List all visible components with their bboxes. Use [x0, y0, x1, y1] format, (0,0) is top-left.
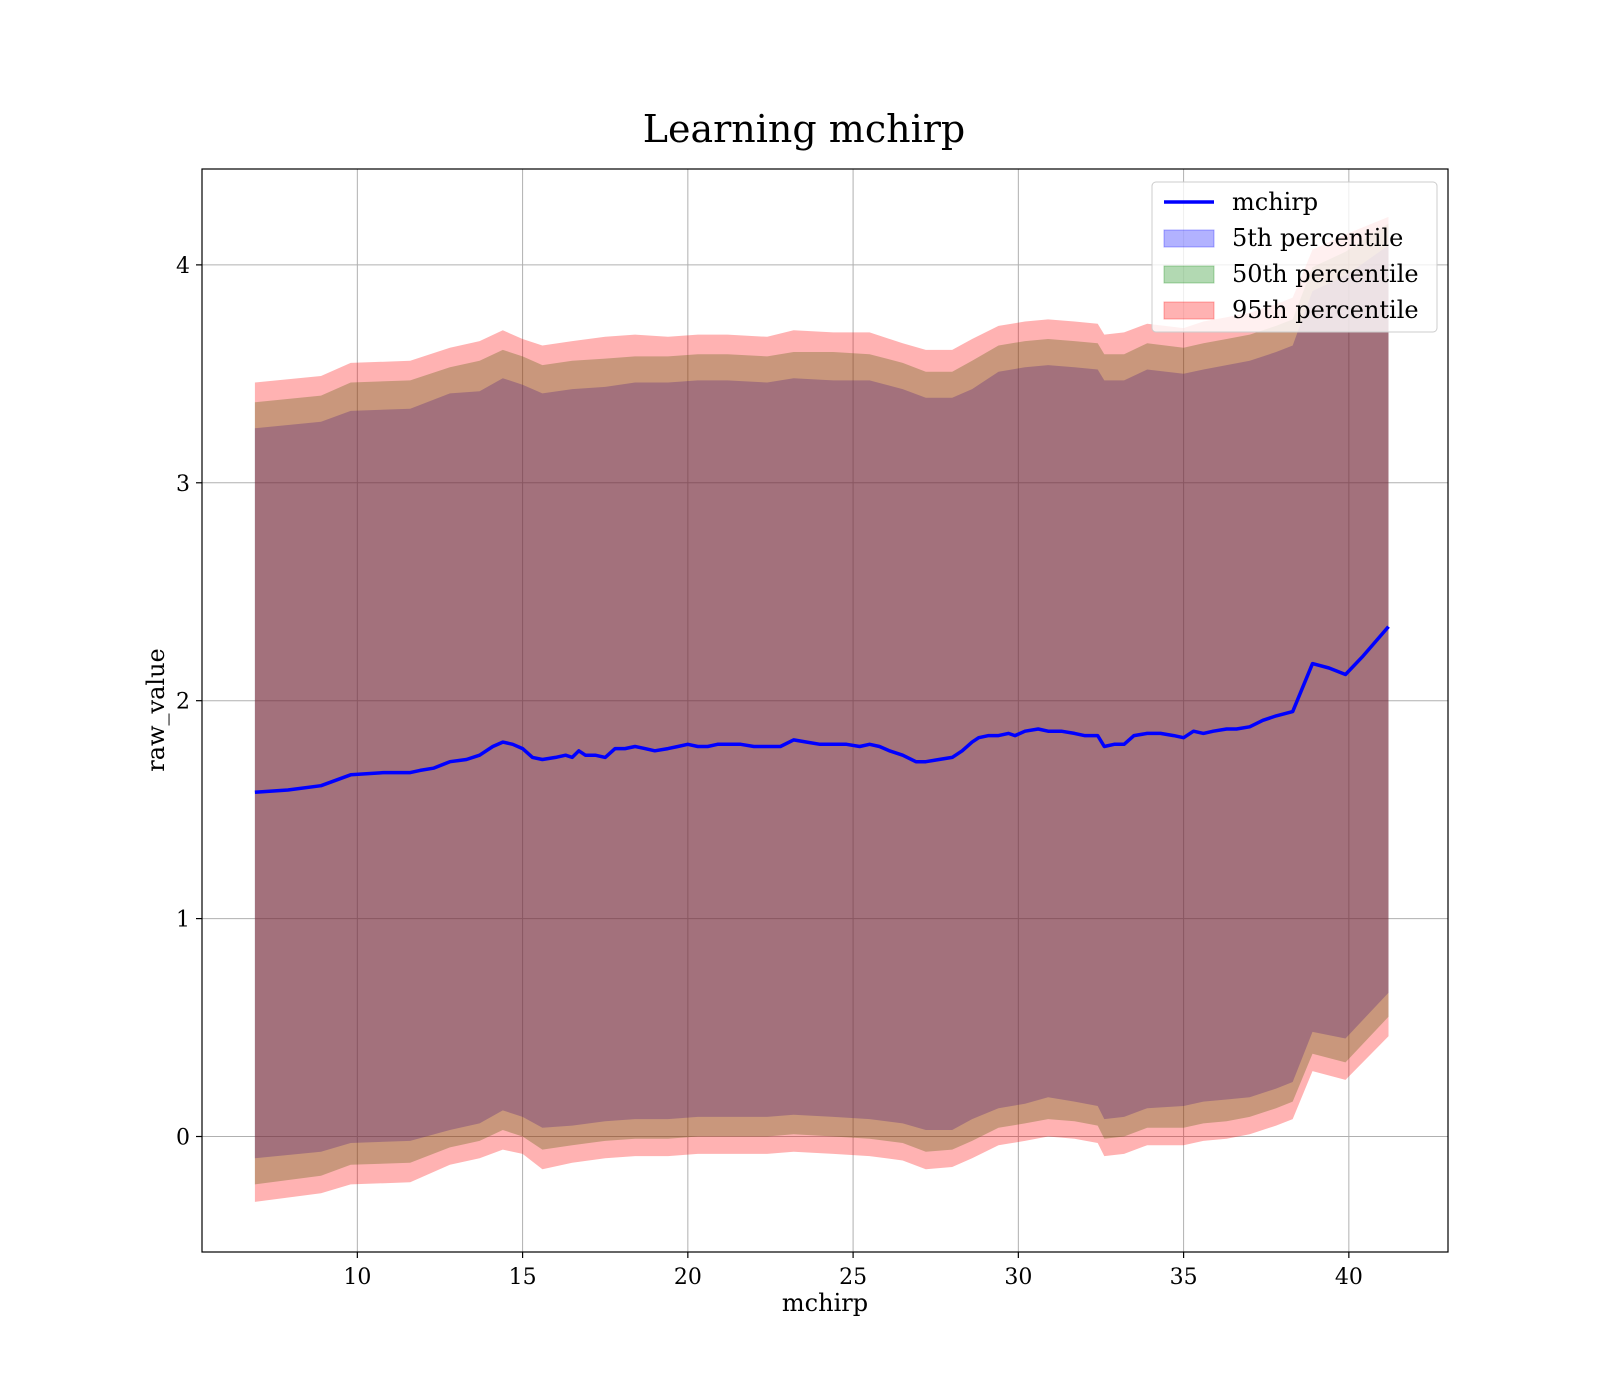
legend: mchirp 5th percentile 50th percentile 95th …	[1151, 181, 1438, 333]
band-95th-percentile	[254, 216, 1389, 1202]
y-tick-label: 4	[176, 254, 190, 279]
y-tick-label: 0	[176, 1126, 190, 1151]
x-tick-label: 35	[1170, 1265, 1198, 1290]
legend-patch-swatch	[1163, 265, 1215, 284]
legend-entry-label: 5th percentile	[1232, 224, 1403, 252]
x-tick-label: 20	[674, 1265, 702, 1290]
chart-title: Learning mchirp	[643, 107, 965, 151]
legend-box	[1151, 181, 1438, 333]
series-group	[254, 216, 1390, 1202]
x-tick-label: 30	[1004, 1265, 1032, 1290]
legend-entry-label: mchirp	[1232, 188, 1318, 216]
axes-frame	[201, 168, 1449, 1253]
y-tick-label: 1	[176, 908, 190, 933]
x-tick-label: 25	[839, 1265, 867, 1290]
y-tick-label: 3	[176, 472, 190, 497]
y-tick-label: 2	[176, 690, 190, 715]
y-axis-label: raw_value	[142, 648, 170, 772]
x-axis-label: mchirp	[782, 1289, 868, 1317]
legend-patch-swatch	[1163, 229, 1215, 248]
plot-area: 10 15 20 25 30 35 40 0 1 2 3 4	[176, 168, 1449, 1290]
x-tick-label: 15	[509, 1265, 537, 1290]
legend-entry-label: 95th percentile	[1232, 296, 1419, 324]
legend-patch-swatch	[1163, 301, 1215, 320]
legend-entry-label: 50th percentile	[1232, 260, 1419, 288]
x-tick-label: 40	[1335, 1265, 1363, 1290]
band-50th-percentile	[254, 223, 1389, 1185]
mchirp-line	[254, 625, 1390, 794]
x-tick-label: 10	[343, 1265, 371, 1290]
band-5th-percentile	[254, 245, 1389, 1159]
